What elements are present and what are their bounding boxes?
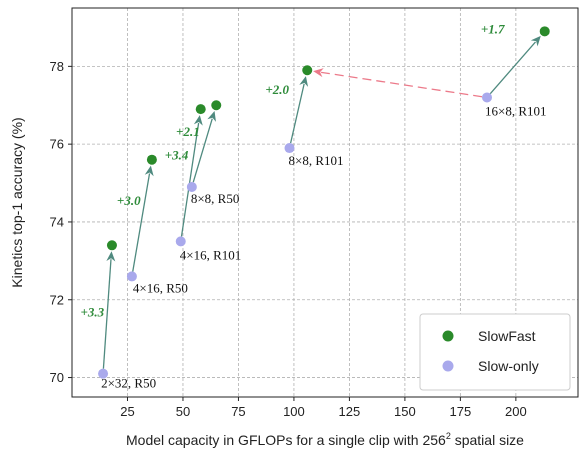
y-tick-label: 78	[50, 59, 64, 74]
labels: 2×32, R50 4×16, R50 4×16, R101 8×8, R50 8×8,…	[81, 21, 547, 390]
comparison-arrow-head	[313, 68, 324, 78]
x-tick-label: 25	[120, 404, 134, 419]
legend: SlowFast Slow-only	[419, 313, 571, 391]
gain-arrow	[132, 165, 154, 272]
gain-arrow-shaft	[289, 83, 305, 144]
slow-only-point	[98, 368, 109, 379]
gain-arrow-head	[530, 35, 541, 47]
x-tick-label: 150	[394, 404, 416, 419]
plot-frame	[71, 7, 579, 398]
slowfast-point	[539, 26, 550, 37]
gain-arrow-head	[299, 76, 309, 87]
gain-label: +3.3	[81, 304, 105, 319]
comparison-arrow	[313, 68, 483, 98]
slowfast-point	[146, 154, 157, 165]
gain-label: +3.4	[165, 147, 189, 162]
points	[98, 26, 550, 379]
gain-arrow-head	[106, 251, 116, 262]
slow-only-point	[482, 92, 493, 103]
legend-slowfast-label: SlowFast	[478, 328, 536, 344]
gain-arrow	[192, 110, 216, 183]
y-tick-label: 70	[50, 370, 64, 385]
x-axis-label: Model capacity in GFLOPs for a single cl…	[126, 431, 524, 448]
x-tick-label: 50	[176, 404, 190, 419]
gain-arrow-shaft	[192, 118, 213, 183]
gain-arrow	[180, 115, 203, 237]
slow-only-point	[175, 236, 186, 247]
y-axis-label: Kinetics top-1 accuracy (%)	[9, 117, 25, 287]
x-tick-label: 125	[339, 404, 361, 419]
legend-slow-only-marker	[442, 360, 454, 372]
gain-label: +3.0	[117, 193, 141, 208]
slow-only-point	[126, 271, 137, 282]
gain-label: +2.0	[265, 82, 289, 97]
gain-label: +2.1	[176, 124, 200, 139]
x-tick-label: 75	[231, 404, 245, 419]
gain-arrow	[102, 251, 116, 369]
y-tick-label: 76	[50, 137, 64, 152]
gain-arrow-shaft	[180, 122, 200, 237]
slowfast-point	[195, 104, 206, 115]
slow-only-point-label: 16×8, R101	[485, 103, 547, 118]
gain-arrow-head	[207, 110, 216, 122]
gain-arrow-shaft	[489, 41, 536, 95]
slow-only-point	[186, 181, 197, 192]
legend-slow-only-label: Slow-only	[478, 358, 539, 374]
legend-box	[419, 313, 571, 391]
gain-arrow-shaft	[132, 173, 151, 272]
gain-arrow-head	[193, 115, 203, 126]
legend-slowfast-marker	[442, 330, 454, 342]
slowfast-point	[211, 100, 222, 111]
x-tick-label: 175	[450, 404, 472, 419]
slow-only-point	[284, 143, 295, 154]
slowfast-point	[302, 65, 313, 76]
gain-arrow-shaft	[102, 259, 112, 369]
slow-only-point-label: 4×16, R50	[133, 280, 188, 295]
y-axis-ticks: 70 72 74 76 78	[50, 59, 72, 385]
slow-only-point-label: 8×8, R101	[288, 153, 343, 168]
gain-label: +1.7	[481, 21, 505, 36]
gain-arrow	[289, 76, 309, 144]
arrows	[102, 35, 541, 369]
x-tick-label: 100	[283, 404, 305, 419]
gain-arrow-head	[144, 165, 154, 177]
slowfast-point	[106, 240, 117, 251]
comparison-arrow-shaft	[320, 71, 483, 98]
y-tick-label: 72	[50, 292, 64, 307]
slow-only-point-label: 4×16, R101	[180, 247, 242, 262]
x-tick-label: 200	[505, 404, 527, 419]
slow-only-point-label: 2×32, R50	[101, 376, 156, 391]
gain-arrow	[489, 35, 541, 95]
x-axis-ticks: 25 50 75 100 125 150 175 200	[120, 397, 527, 419]
slow-only-point-label: 8×8, R50	[191, 191, 240, 206]
y-tick-label: 74	[50, 214, 64, 229]
